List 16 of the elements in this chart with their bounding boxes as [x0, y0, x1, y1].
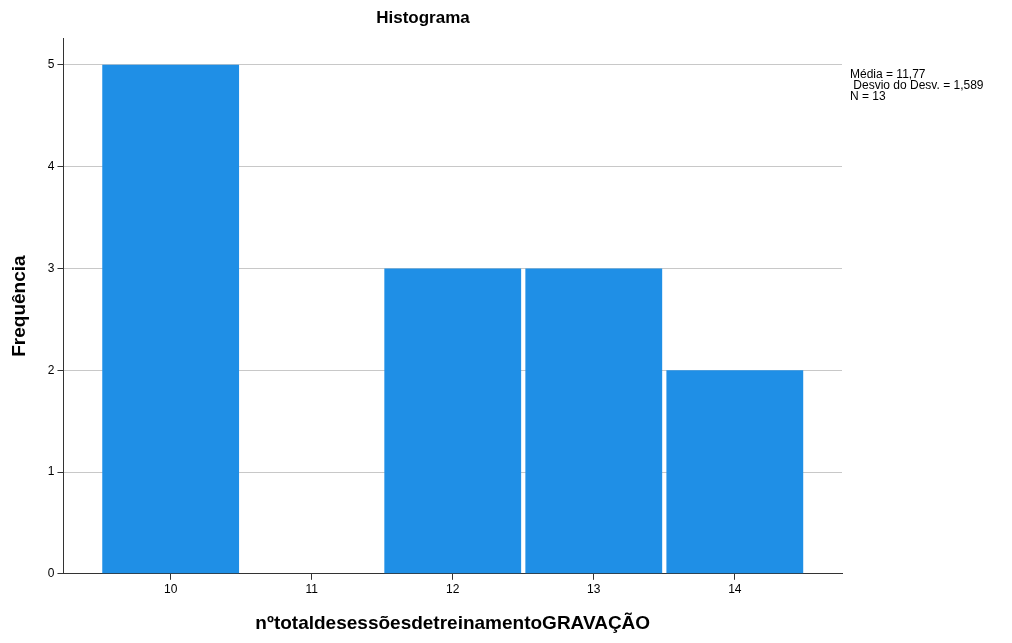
x-tick-label: 13 — [587, 582, 601, 597]
y-axis-title: Frequência — [7, 254, 29, 357]
x-tick-label: 10 — [163, 582, 178, 597]
y-tick-label: 4 — [47, 158, 55, 173]
y-tick-label: 2 — [47, 362, 55, 377]
y-tick-label: 5 — [47, 57, 55, 72]
y-tick-label: 1 — [47, 464, 55, 479]
x-axis-title: nºtotaldesessõesdetreinamentoGRAVAÇÃO — [255, 611, 651, 633]
y-tick-label: 0 — [47, 566, 55, 581]
x-tick-label: 14 — [728, 582, 742, 597]
x-tick-label: 11 — [305, 582, 319, 597]
y-tick-label: 3 — [47, 260, 55, 275]
chart-title: Histograma — [376, 7, 471, 27]
x-tick-label: 12 — [446, 582, 460, 597]
text: Média = 11,77 — [850, 66, 926, 81]
text: N = 13 — [850, 88, 887, 103]
